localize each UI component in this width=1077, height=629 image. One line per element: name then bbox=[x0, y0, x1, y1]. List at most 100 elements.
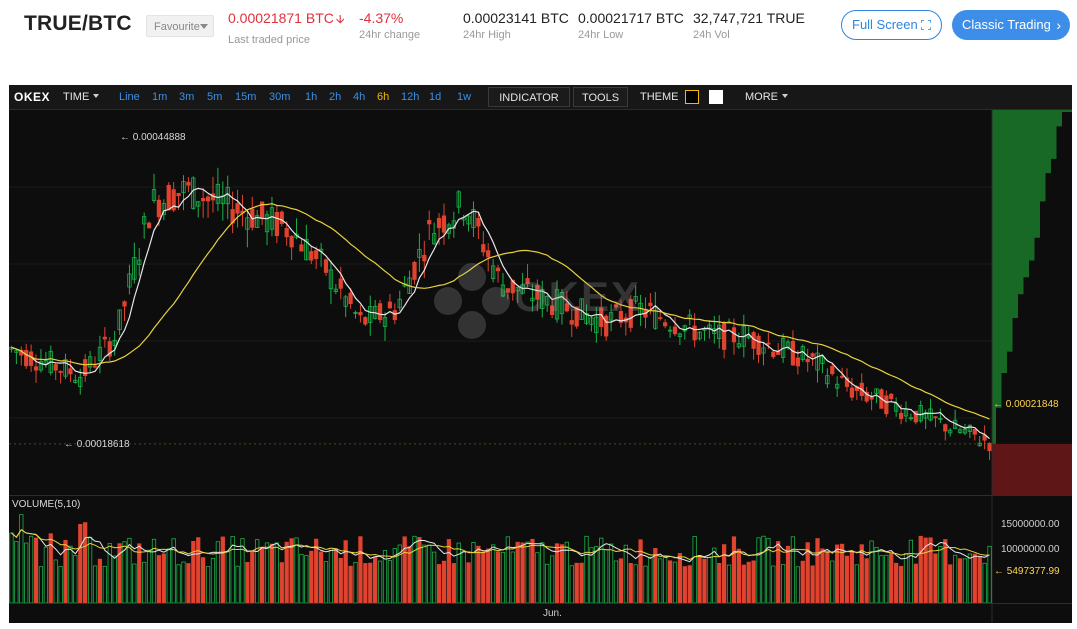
candle-body bbox=[14, 350, 19, 353]
candle-body bbox=[545, 295, 550, 306]
volume-bar bbox=[520, 542, 525, 604]
volume-bar bbox=[456, 542, 461, 604]
volume-bar bbox=[284, 541, 289, 604]
candle-body bbox=[368, 306, 373, 323]
candle-body bbox=[540, 289, 545, 309]
candle-body bbox=[663, 322, 668, 327]
volume-bar bbox=[264, 542, 270, 604]
candle-body bbox=[68, 368, 73, 375]
candle-body bbox=[309, 251, 314, 261]
candle-body bbox=[181, 181, 186, 193]
volume-bar bbox=[948, 564, 953, 604]
period-2h[interactable]: 2h bbox=[329, 91, 342, 103]
period-line[interactable]: Line bbox=[119, 91, 140, 103]
volume-bar bbox=[771, 565, 776, 604]
candle-body bbox=[889, 393, 894, 400]
depth-ask-area bbox=[992, 443, 1072, 495]
candle-body bbox=[849, 387, 855, 398]
candle-body bbox=[304, 238, 309, 261]
candle-body bbox=[137, 259, 142, 265]
volume-bar bbox=[549, 555, 555, 604]
volume-bar bbox=[825, 551, 830, 604]
candle-body bbox=[815, 352, 820, 371]
volume-bar bbox=[515, 541, 520, 604]
volume-bar bbox=[402, 536, 407, 604]
period-12h[interactable]: 12h bbox=[401, 91, 420, 103]
volume-bar bbox=[387, 560, 393, 604]
volume-bar bbox=[903, 553, 909, 604]
volume-bar bbox=[422, 544, 427, 604]
period-15m[interactable]: 15m bbox=[235, 91, 257, 103]
full-screen-button[interactable]: Full Screen bbox=[841, 10, 942, 40]
volume-bar bbox=[186, 563, 191, 604]
period-30m[interactable]: 30m bbox=[269, 91, 291, 103]
arrow-down-icon: 🡫 bbox=[335, 12, 345, 26]
candle-body bbox=[874, 388, 879, 394]
period-1m[interactable]: 1m bbox=[152, 91, 168, 103]
indicator-button[interactable]: INDICATOR bbox=[488, 87, 570, 107]
volume-bar bbox=[373, 556, 378, 604]
volume-bar bbox=[697, 555, 702, 604]
volume-bar bbox=[146, 549, 152, 604]
candle-body bbox=[525, 278, 530, 285]
candle-body bbox=[613, 304, 619, 308]
volume-bar bbox=[279, 562, 284, 604]
candle-body bbox=[87, 356, 93, 368]
volume-bar bbox=[785, 545, 791, 604]
period-1h[interactable]: 1h bbox=[305, 91, 318, 103]
volume-bar bbox=[658, 558, 663, 604]
price-plot[interactable] bbox=[9, 110, 1072, 623]
period-5m[interactable]: 5m bbox=[207, 91, 223, 103]
candle-body bbox=[987, 442, 992, 452]
chevron-down-icon bbox=[782, 94, 788, 98]
candle-body bbox=[205, 196, 211, 202]
favourite-button[interactable]: Favourite bbox=[146, 15, 214, 37]
full-screen-label: Full Screen bbox=[852, 17, 918, 32]
volume-value: 32,747,721 TRUE bbox=[693, 10, 805, 26]
candle-body bbox=[933, 416, 938, 419]
volume-bar bbox=[333, 548, 338, 604]
kline-chart[interactable]: OKEX TIME Line 1m 3m 5m 15m 30m 1h 2h 4h 6h 12h 1d 1… bbox=[9, 85, 1072, 623]
candle-body bbox=[697, 331, 702, 340]
dark-theme-swatch[interactable] bbox=[685, 90, 699, 104]
candle-body bbox=[353, 312, 358, 314]
classic-trading-button[interactable]: Classic Trading › bbox=[952, 10, 1070, 40]
candle-body bbox=[761, 347, 766, 354]
volume-bar bbox=[776, 541, 781, 604]
light-theme-swatch[interactable] bbox=[709, 90, 723, 104]
volume-bar bbox=[987, 545, 992, 604]
high-label: 24hr High bbox=[463, 29, 511, 41]
volume-bar bbox=[215, 541, 221, 604]
period-1d[interactable]: 1d bbox=[429, 91, 442, 103]
volume-bar bbox=[196, 537, 201, 604]
period-4h[interactable]: 4h bbox=[353, 91, 366, 103]
candle-body bbox=[471, 209, 476, 229]
change-label: 24hr change bbox=[359, 29, 421, 41]
chevron-down-icon bbox=[93, 94, 100, 98]
volume-bar bbox=[638, 539, 643, 604]
volume-bar bbox=[43, 546, 48, 604]
theme-label: THEME bbox=[640, 91, 679, 103]
candle-body bbox=[486, 250, 491, 258]
candle-body bbox=[196, 201, 201, 207]
volume-bar bbox=[500, 551, 506, 604]
volume-bar bbox=[166, 548, 171, 604]
volume-bar bbox=[663, 556, 668, 604]
candle-body bbox=[948, 429, 953, 434]
candle-body bbox=[667, 329, 673, 332]
period-3m[interactable]: 3m bbox=[179, 91, 195, 103]
volume-bar bbox=[53, 559, 58, 604]
time-menu[interactable]: TIME bbox=[63, 85, 100, 109]
candle-body bbox=[795, 357, 800, 367]
period-1w[interactable]: 1w bbox=[457, 91, 472, 103]
tools-button[interactable]: TOOLS bbox=[573, 87, 628, 107]
more-menu[interactable]: MORE bbox=[745, 85, 788, 109]
candle-body bbox=[618, 310, 624, 323]
volume-bar bbox=[682, 566, 687, 604]
volume-bar bbox=[107, 543, 112, 604]
period-6h[interactable]: 6h bbox=[377, 91, 390, 103]
candle-body bbox=[844, 377, 850, 387]
chevron-down-icon bbox=[200, 24, 208, 29]
volume-bar bbox=[633, 564, 638, 604]
candle-body bbox=[122, 301, 127, 307]
